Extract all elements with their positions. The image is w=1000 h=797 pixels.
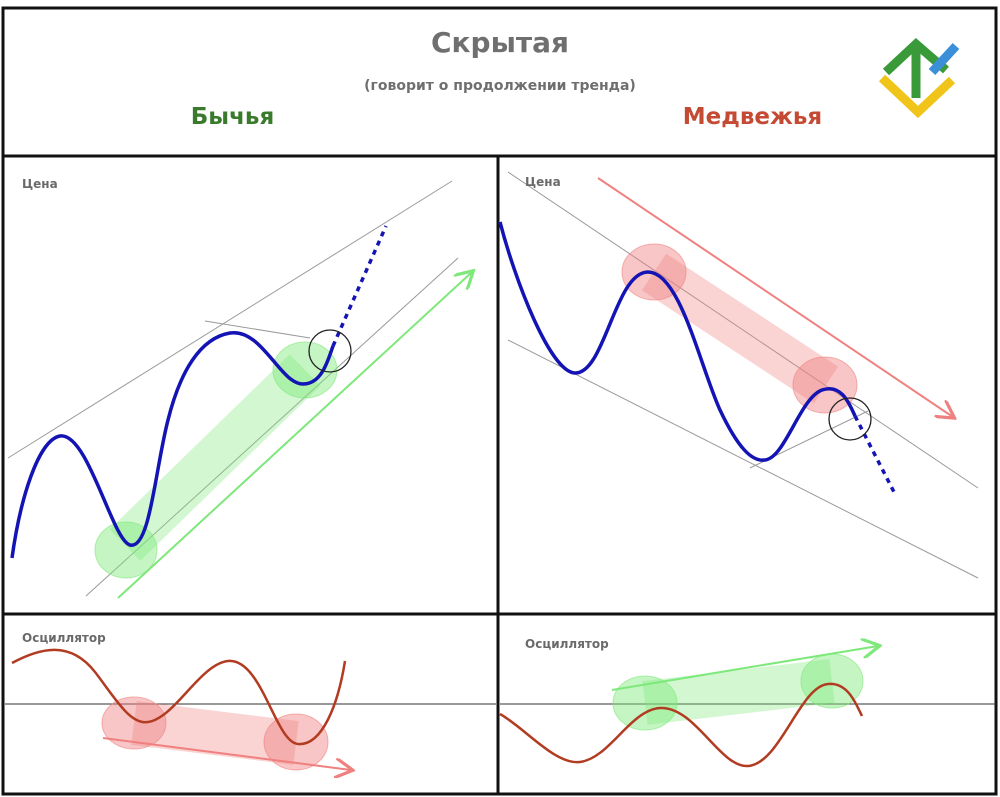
green-trend-arrow <box>611 646 878 691</box>
bear-price-panel <box>498 171 979 579</box>
red-highlight-circle-low <box>792 356 858 414</box>
diagram-title: Скрытая <box>430 26 570 59</box>
bull-osc-label: Осциллятор <box>22 631 106 645</box>
green-trend-arrow <box>117 272 472 599</box>
price-line <box>10 331 335 559</box>
red-highlight-circle-low <box>101 696 167 750</box>
red-trend-arrow <box>102 737 351 770</box>
red-highlight-circle-lower <box>263 713 329 771</box>
price-line <box>498 221 857 462</box>
bullish-heading: Бычья <box>190 104 275 130</box>
bearish-heading: Медвежья <box>682 104 823 130</box>
red-highlight-band <box>131 701 299 765</box>
upper-trend-line <box>507 171 979 489</box>
divergence-point-circle <box>308 329 352 373</box>
price-projection-line <box>331 225 388 347</box>
bull-price-panel <box>7 180 472 599</box>
red-trend-arrow <box>597 177 953 417</box>
connector-line <box>204 320 311 339</box>
diagram-subtitle: (говорит о продолжении тренда) <box>364 78 636 94</box>
price-projection-line <box>853 415 897 495</box>
bear-price-label: Цена <box>525 175 561 189</box>
bear-osc-panel <box>499 646 996 768</box>
green-highlight-band <box>109 354 321 561</box>
lower-trend-line <box>85 257 459 597</box>
bear-osc-label: Осциллятор <box>525 637 609 651</box>
divergence-point-circle <box>828 397 872 441</box>
lower-trend-line <box>507 339 979 579</box>
brand-logo-icon <box>878 37 960 119</box>
bull-price-label: Цена <box>22 177 58 191</box>
oscillator-line <box>11 648 347 746</box>
green-highlight-circle-low <box>612 675 678 731</box>
red-highlight-band <box>641 253 839 404</box>
bull-osc-panel <box>5 648 496 771</box>
upper-trend-line <box>7 180 453 459</box>
green-highlight-circle-high <box>272 341 338 399</box>
oscillator-line <box>499 682 864 768</box>
